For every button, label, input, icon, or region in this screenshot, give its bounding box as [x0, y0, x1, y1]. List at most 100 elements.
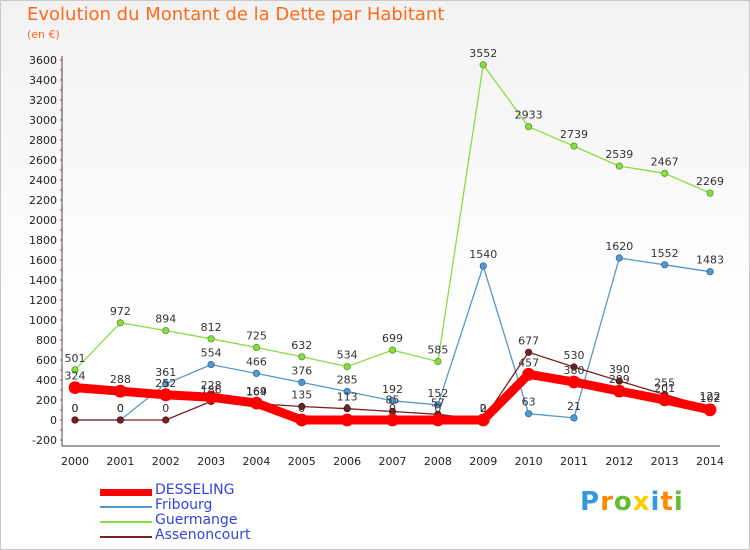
x-tick-label: 2009 — [469, 455, 497, 468]
data-label-assenoncourt: 0 — [162, 402, 169, 415]
data-label-fribourg: 192 — [382, 383, 403, 396]
data-point-desseling — [295, 413, 309, 427]
data-point-assenoncourt — [116, 416, 124, 424]
y-tick-label: 2200 — [29, 194, 57, 207]
data-point-fribourg — [298, 378, 306, 386]
data-point-assenoncourt — [162, 416, 170, 424]
data-label-assenoncourt: 0 — [72, 402, 79, 415]
data-point-fribourg — [252, 369, 261, 377]
y-tick-label: 1400 — [29, 274, 57, 287]
y-tick-label: 1000 — [29, 314, 57, 327]
data-point-guermange — [252, 343, 261, 352]
data-label-desseling: 324 — [65, 370, 86, 383]
data-label-assenoncourt: 677 — [518, 334, 539, 347]
data-label-desseling: 0 — [344, 402, 351, 415]
data-point-assenoncourt — [570, 363, 578, 371]
y-tick-label: 1800 — [29, 234, 57, 247]
data-label-fribourg: 21 — [567, 400, 581, 413]
data-point-fribourg — [388, 397, 397, 405]
data-point-desseling — [340, 413, 354, 427]
data-label-fribourg: 1483 — [696, 254, 724, 267]
data-label-assenoncourt: 85 — [386, 394, 400, 407]
data-label-fribourg: 1552 — [651, 247, 679, 260]
y-tick-label: 2600 — [29, 154, 57, 167]
x-tick-label: 2012 — [605, 455, 633, 468]
data-label-desseling: 102 — [700, 392, 721, 405]
data-label-desseling: 380 — [563, 364, 584, 377]
data-label-assenoncourt: 113 — [337, 391, 358, 404]
data-point-fribourg — [570, 414, 578, 422]
data-label-desseling: 0 — [480, 402, 487, 415]
data-point-fribourg — [615, 254, 623, 262]
y-tick-label: 3400 — [29, 74, 57, 87]
data-point-guermange — [706, 189, 714, 197]
x-tick-label: 2001 — [106, 455, 134, 468]
data-label-guermange: 2269 — [696, 175, 724, 188]
x-tick-label: 2005 — [288, 455, 316, 468]
data-label-guermange: 812 — [201, 321, 222, 334]
x-tick-label: 2000 — [61, 455, 89, 468]
data-point-guermange — [434, 357, 442, 366]
y-tick-label: 400 — [36, 374, 57, 387]
data-point-desseling — [612, 384, 626, 398]
data-point-desseling — [68, 381, 82, 395]
data-point-desseling — [386, 413, 399, 427]
data-label-guermange: 2933 — [515, 109, 543, 122]
data-point-guermange — [524, 123, 533, 131]
data-label-guermange: 699 — [382, 332, 403, 345]
data-point-fribourg — [706, 268, 714, 276]
data-label-desseling: 201 — [654, 382, 675, 395]
data-point-desseling — [703, 403, 717, 417]
y-tick-label: 3000 — [29, 114, 57, 127]
data-point-fribourg — [434, 401, 442, 409]
legend-label-assenoncourt: Assenoncourt — [155, 527, 251, 543]
x-tick-label: 2013 — [651, 455, 679, 468]
data-point-desseling — [159, 388, 173, 402]
y-tick-label: 2400 — [29, 174, 57, 187]
data-label-desseling: 289 — [609, 373, 630, 386]
data-point-assenoncourt — [71, 416, 79, 424]
legend-label-fribourg: Fribourg — [155, 497, 213, 513]
data-point-guermange — [661, 169, 669, 177]
data-point-desseling — [476, 413, 490, 427]
data-point-guermange — [343, 362, 351, 371]
data-label-fribourg: 361 — [155, 366, 176, 379]
data-label-guermange: 534 — [337, 349, 358, 362]
x-tick-label: 2003 — [197, 455, 225, 468]
data-label-fribourg: 63 — [522, 396, 536, 409]
data-label-fribourg: 0 — [72, 402, 79, 415]
data-point-guermange — [116, 319, 124, 327]
data-point-fribourg — [524, 410, 533, 418]
x-tick-label: 2008 — [424, 455, 452, 468]
data-label-guermange: 2739 — [560, 128, 588, 141]
data-label-assenoncourt: 0 — [117, 402, 124, 415]
data-label-guermange: 894 — [155, 313, 176, 326]
data-label-assenoncourt: 530 — [563, 349, 584, 362]
data-label-fribourg: 466 — [246, 355, 267, 368]
data-point-guermange — [162, 326, 170, 335]
data-label-desseling: 228 — [201, 379, 222, 392]
y-tick-label: 1200 — [29, 294, 57, 307]
legend-label-guermange: Guermange — [155, 512, 238, 528]
legend-label-desseling: DESSELING — [155, 482, 235, 498]
data-point-assenoncourt — [615, 377, 623, 385]
y-tick-label: 2800 — [29, 134, 57, 147]
x-tick-label: 2004 — [242, 455, 270, 468]
data-label-guermange: 972 — [110, 305, 131, 318]
data-label-fribourg: 1540 — [469, 248, 497, 261]
legend-swatch-guermange — [100, 521, 152, 523]
data-point-desseling — [113, 384, 127, 398]
data-point-guermange — [388, 346, 397, 354]
y-tick-label: 2000 — [29, 214, 57, 227]
data-label-guermange: 632 — [291, 339, 312, 352]
data-point-guermange — [207, 335, 215, 343]
x-tick-label: 2011 — [560, 455, 588, 468]
data-point-desseling — [522, 367, 535, 381]
data-label-guermange: 3552 — [469, 47, 497, 60]
data-label-desseling: 288 — [110, 373, 131, 386]
proxiti-logo: Proxiti — [580, 487, 684, 517]
data-label-assenoncourt: 390 — [609, 363, 630, 376]
data-label-fribourg: 376 — [291, 364, 312, 377]
data-point-desseling — [250, 396, 263, 410]
